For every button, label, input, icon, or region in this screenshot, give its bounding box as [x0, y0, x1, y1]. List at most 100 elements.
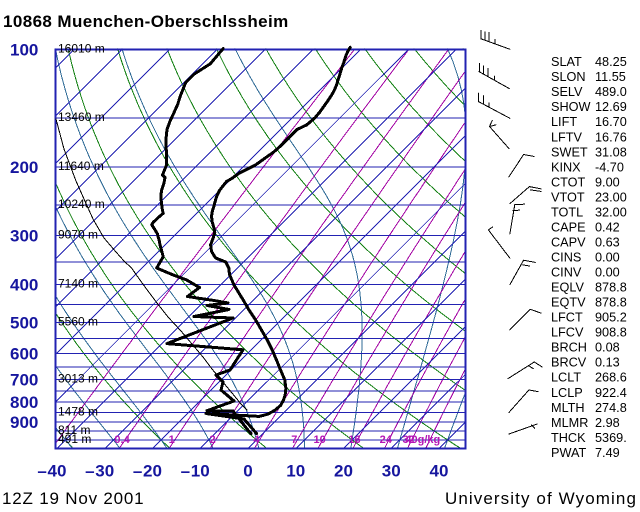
- svg-text:20: 20: [143, 461, 162, 480]
- svg-text:274.8: 274.8: [595, 401, 627, 415]
- svg-text:10: 10: [191, 461, 210, 480]
- svg-text:1478 m: 1478 m: [58, 404, 98, 418]
- svg-text:800: 800: [10, 393, 38, 412]
- svg-text:489.0: 489.0: [595, 85, 627, 99]
- svg-text:0.4: 0.4: [114, 434, 130, 446]
- svg-text:23.00: 23.00: [595, 190, 627, 204]
- svg-text:TOTL: TOTL: [551, 205, 583, 219]
- svg-text:905.2: 905.2: [595, 311, 627, 325]
- svg-text:40: 40: [48, 461, 67, 480]
- svg-text:SHOW: SHOW: [551, 100, 590, 114]
- svg-text:40: 40: [430, 461, 449, 480]
- svg-text:878.8: 878.8: [595, 296, 627, 310]
- svg-text:2: 2: [209, 434, 215, 446]
- svg-text:16.70: 16.70: [595, 115, 627, 129]
- svg-text:16.76: 16.76: [595, 130, 627, 144]
- svg-text:LCLP: LCLP: [551, 386, 583, 400]
- svg-text:LFTV: LFTV: [551, 130, 583, 144]
- svg-text:LFCT: LFCT: [551, 311, 583, 325]
- svg-text:48.25: 48.25: [595, 55, 627, 69]
- svg-text:–: –: [85, 461, 94, 480]
- svg-text:BRCH: BRCH: [551, 341, 587, 355]
- svg-text:0.00: 0.00: [595, 250, 620, 264]
- svg-text:908.8: 908.8: [595, 326, 627, 340]
- svg-text:CTOT: CTOT: [551, 175, 586, 189]
- svg-text:7.49: 7.49: [595, 446, 620, 460]
- svg-text:–: –: [133, 461, 142, 480]
- svg-text:CAPE: CAPE: [551, 220, 586, 234]
- svg-text:32.00: 32.00: [595, 205, 627, 219]
- svg-text:878.8: 878.8: [595, 281, 627, 295]
- svg-text:EQLV: EQLV: [551, 281, 584, 295]
- svg-text:5560 m: 5560 m: [58, 314, 98, 328]
- svg-text:3013 m: 3013 m: [58, 371, 98, 385]
- svg-text:12.69: 12.69: [595, 100, 627, 114]
- svg-text:300: 300: [10, 227, 38, 246]
- svg-text:SLON: SLON: [551, 70, 586, 84]
- svg-text:31.08: 31.08: [595, 145, 627, 159]
- svg-text:10868 Muenchen-Oberschlssheim: 10868 Muenchen-Oberschlssheim: [3, 12, 289, 31]
- svg-text:1: 1: [169, 434, 175, 446]
- svg-text:SLAT: SLAT: [551, 55, 582, 69]
- svg-text:VTOT: VTOT: [551, 190, 585, 204]
- svg-text:9.00: 9.00: [595, 175, 620, 189]
- svg-text:20: 20: [334, 461, 353, 480]
- svg-text:LIFT: LIFT: [551, 115, 577, 129]
- svg-text:–: –: [37, 461, 46, 480]
- svg-text:THCK: THCK: [551, 431, 586, 445]
- svg-text:5369.: 5369.: [595, 431, 627, 445]
- svg-text:KINX: KINX: [551, 160, 581, 174]
- svg-text:University of Wyoming: University of Wyoming: [445, 489, 637, 508]
- svg-text:16: 16: [348, 434, 360, 446]
- svg-text:10: 10: [286, 461, 305, 480]
- svg-text:32: 32: [403, 434, 415, 446]
- svg-text:40g/kg: 40g/kg: [405, 434, 440, 446]
- svg-text:811 m: 811 m: [58, 423, 90, 437]
- svg-text:11640 m: 11640 m: [58, 159, 104, 173]
- svg-text:0.08: 0.08: [595, 341, 620, 355]
- svg-text:30: 30: [95, 461, 114, 480]
- svg-text:13460 m: 13460 m: [58, 110, 105, 124]
- svg-text:LCLT: LCLT: [551, 371, 581, 385]
- svg-text:–: –: [181, 461, 190, 480]
- svg-text:600: 600: [10, 344, 38, 363]
- svg-text:700: 700: [10, 370, 38, 389]
- svg-text:LFCV: LFCV: [551, 326, 584, 340]
- svg-text:500: 500: [10, 313, 38, 332]
- svg-text:MLMR: MLMR: [551, 416, 588, 430]
- svg-text:922.4: 922.4: [595, 386, 627, 400]
- svg-text:11.55: 11.55: [595, 70, 626, 84]
- svg-text:268.6: 268.6: [595, 371, 627, 385]
- svg-text:2.98: 2.98: [595, 416, 620, 430]
- svg-text:7140 m: 7140 m: [58, 277, 98, 291]
- svg-text:0.63: 0.63: [595, 235, 620, 249]
- svg-text:SELV: SELV: [551, 85, 583, 99]
- svg-text:400: 400: [10, 276, 38, 295]
- svg-text:SWET: SWET: [551, 145, 588, 159]
- svg-text:EQTV: EQTV: [551, 296, 586, 310]
- svg-text:900: 900: [10, 413, 38, 432]
- svg-text:200: 200: [10, 158, 38, 177]
- svg-text:CINV: CINV: [551, 266, 582, 280]
- svg-text:12Z 19 Nov 2001: 12Z 19 Nov 2001: [2, 489, 144, 508]
- svg-text:100: 100: [10, 40, 38, 59]
- svg-text:4: 4: [253, 434, 260, 446]
- svg-text:0.13: 0.13: [595, 356, 620, 370]
- svg-text:0: 0: [243, 461, 252, 480]
- svg-text:9070 m: 9070 m: [58, 228, 98, 242]
- svg-text:491 m: 491 m: [58, 432, 91, 446]
- svg-text:10: 10: [314, 434, 326, 446]
- svg-text:0.42: 0.42: [595, 220, 620, 234]
- svg-text:0.00: 0.00: [595, 266, 620, 280]
- svg-text:7: 7: [291, 434, 297, 446]
- svg-text:24: 24: [380, 434, 393, 446]
- svg-text:10240 m: 10240 m: [58, 197, 105, 211]
- svg-text:CINS: CINS: [551, 250, 581, 264]
- svg-text:CAPV: CAPV: [551, 235, 586, 249]
- svg-text:16010 m: 16010 m: [58, 41, 105, 55]
- svg-text:-4.70: -4.70: [595, 160, 624, 174]
- svg-text:PWAT: PWAT: [551, 446, 586, 460]
- svg-text:MLTH: MLTH: [551, 401, 585, 415]
- svg-text:BRCV: BRCV: [551, 356, 587, 370]
- svg-text:30: 30: [382, 461, 401, 480]
